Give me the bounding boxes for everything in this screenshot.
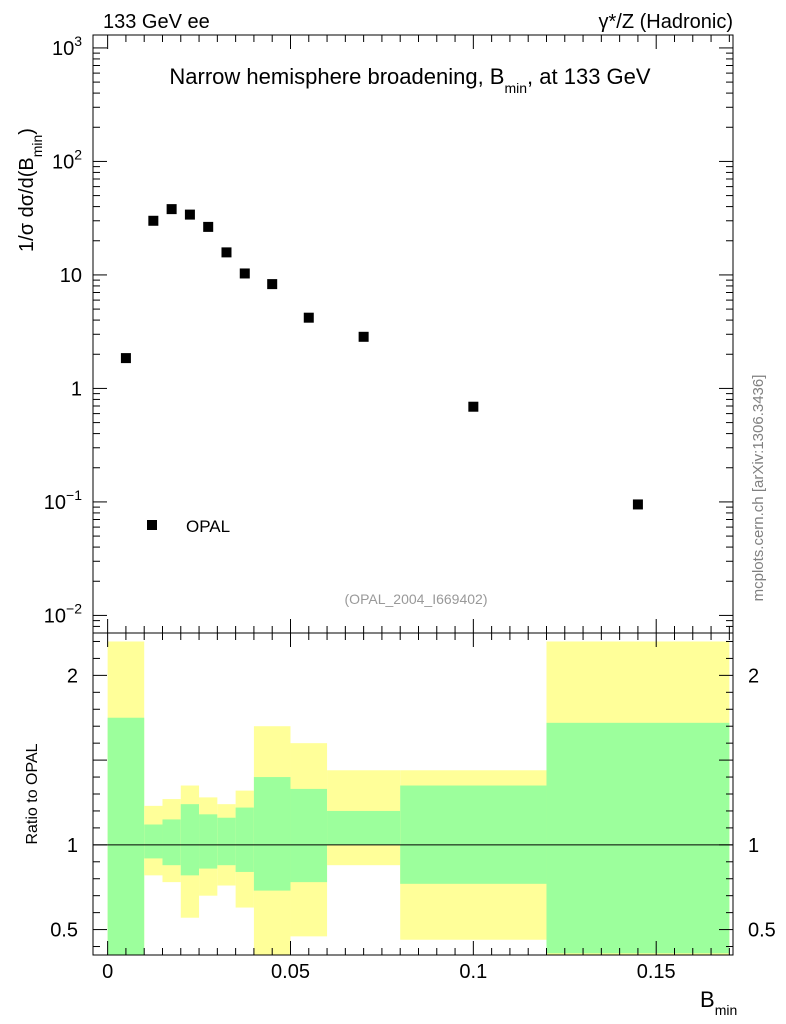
ratio-band-inner — [290, 788, 328, 883]
main-y-tick-label-base: 10 — [52, 38, 74, 60]
main-x-ticks — [107, 35, 730, 633]
data-point — [267, 279, 278, 290]
chart-title: Narrow hemisphere broadening, Bmin, at 1… — [169, 64, 650, 96]
x-tick-label: 0.1 — [459, 961, 487, 983]
ratio-band-inner — [400, 785, 547, 884]
x-tick-label: 0.05 — [271, 961, 310, 983]
ratio-band-inner — [327, 810, 401, 845]
header-left: 133 GeV ee — [103, 11, 210, 33]
ratio-y-ticks: 2 2 1 1 0.5 0.5 — [50, 640, 776, 948]
legend-marker — [147, 520, 157, 530]
ratio-band-inner — [162, 819, 181, 866]
main-y-tick-label-exp: −1 — [66, 487, 82, 503]
ratio-band-inner — [253, 777, 291, 891]
ratio-y-tick-label: 2 — [67, 665, 78, 687]
data-points — [120, 204, 643, 510]
x-tick-label: 0.15 — [637, 961, 676, 983]
main-y-tick-label-exp: 3 — [74, 33, 82, 49]
main-y-tick-label-base: 10 — [60, 265, 82, 287]
data-point — [166, 204, 177, 215]
header-right: γ*/Z (Hadronic) — [599, 11, 733, 33]
data-point — [468, 401, 479, 412]
main-y-tick-label: 10−1 — [44, 487, 82, 514]
data-point — [632, 499, 643, 510]
ratio-x-ticks: 0 0.05 0.1 0.15 — [102, 633, 730, 983]
main-y-tick-label-exp: −2 — [66, 600, 82, 616]
ratio-y-tick-label-right: 1 — [748, 835, 759, 857]
x-axis-label: Bmin — [700, 987, 737, 1018]
main-y-tick-label-base: 10 — [52, 151, 74, 173]
main-y-label: 1/σ dσ/d(Bmin) — [16, 128, 45, 252]
main-y-tick-label: 10−2 — [44, 600, 82, 627]
data-point — [148, 215, 159, 226]
chart-title-main: Narrow hemisphere broadening, B — [169, 64, 504, 89]
ratio-bands — [107, 641, 730, 955]
ratio-band-inner — [107, 717, 145, 955]
data-point — [239, 268, 250, 279]
data-point — [358, 331, 369, 342]
legend-label: OPAL — [186, 517, 230, 536]
chart-title-tail: , at 133 GeV — [527, 64, 651, 89]
main-y-tick-label-base: 10 — [44, 492, 66, 514]
main-y-tick-label: 10 — [60, 265, 82, 287]
data-point — [184, 209, 195, 220]
chart-title-sub: min — [504, 80, 527, 96]
ratio-band-inner — [144, 824, 163, 859]
main-y-tick-label-base: 10 — [44, 605, 66, 627]
ratio-band-inner — [546, 722, 730, 954]
ratio-band-inner — [180, 804, 200, 876]
data-point — [203, 221, 214, 232]
data-point — [120, 353, 131, 364]
data-point — [221, 247, 232, 258]
ratio-panel: 2 2 1 1 0.5 0.5 0 0.05 0.1 0.15 Ratio to OPAL Bm… — [24, 632, 776, 1018]
main-y-label-post: ) — [16, 128, 38, 135]
legend: OPAL — [147, 517, 230, 536]
main-y-tick-label: 1 — [71, 378, 82, 400]
watermark: mcplots.cern.ch [arXiv:1306.3436] — [750, 375, 767, 602]
ratio-y-tick-label: 0.5 — [50, 920, 78, 942]
data-point — [303, 312, 314, 323]
main-y-tick-label-base: 1 — [71, 378, 82, 400]
ratio-y-tick-label-right: 2 — [748, 665, 759, 687]
reference-label: (OPAL_2004_I669402) — [345, 591, 488, 607]
ratio-y-tick-label-right: 0.5 — [748, 920, 776, 942]
ratio-band-inner — [217, 817, 236, 866]
main-y-tick-label-exp: 2 — [74, 146, 82, 162]
ratio-band-inner — [235, 807, 254, 872]
ratio-band-inner — [199, 814, 218, 869]
main-y-label-sub: min — [29, 135, 45, 158]
main-y-tick-label: 102 — [52, 146, 82, 173]
x-axis-label-sub: min — [715, 1002, 738, 1018]
ratio-y-label: Ratio to OPAL — [24, 743, 41, 844]
main-frame — [92, 34, 734, 634]
ratio-y-tick-label: 1 — [67, 835, 78, 857]
x-tick-label: 0 — [102, 961, 113, 983]
main-y-tick-label: 103 — [52, 33, 82, 60]
x-axis-label-main: B — [700, 987, 715, 1012]
main-y-label-pre: 1/σ dσ/d(B — [16, 157, 38, 252]
